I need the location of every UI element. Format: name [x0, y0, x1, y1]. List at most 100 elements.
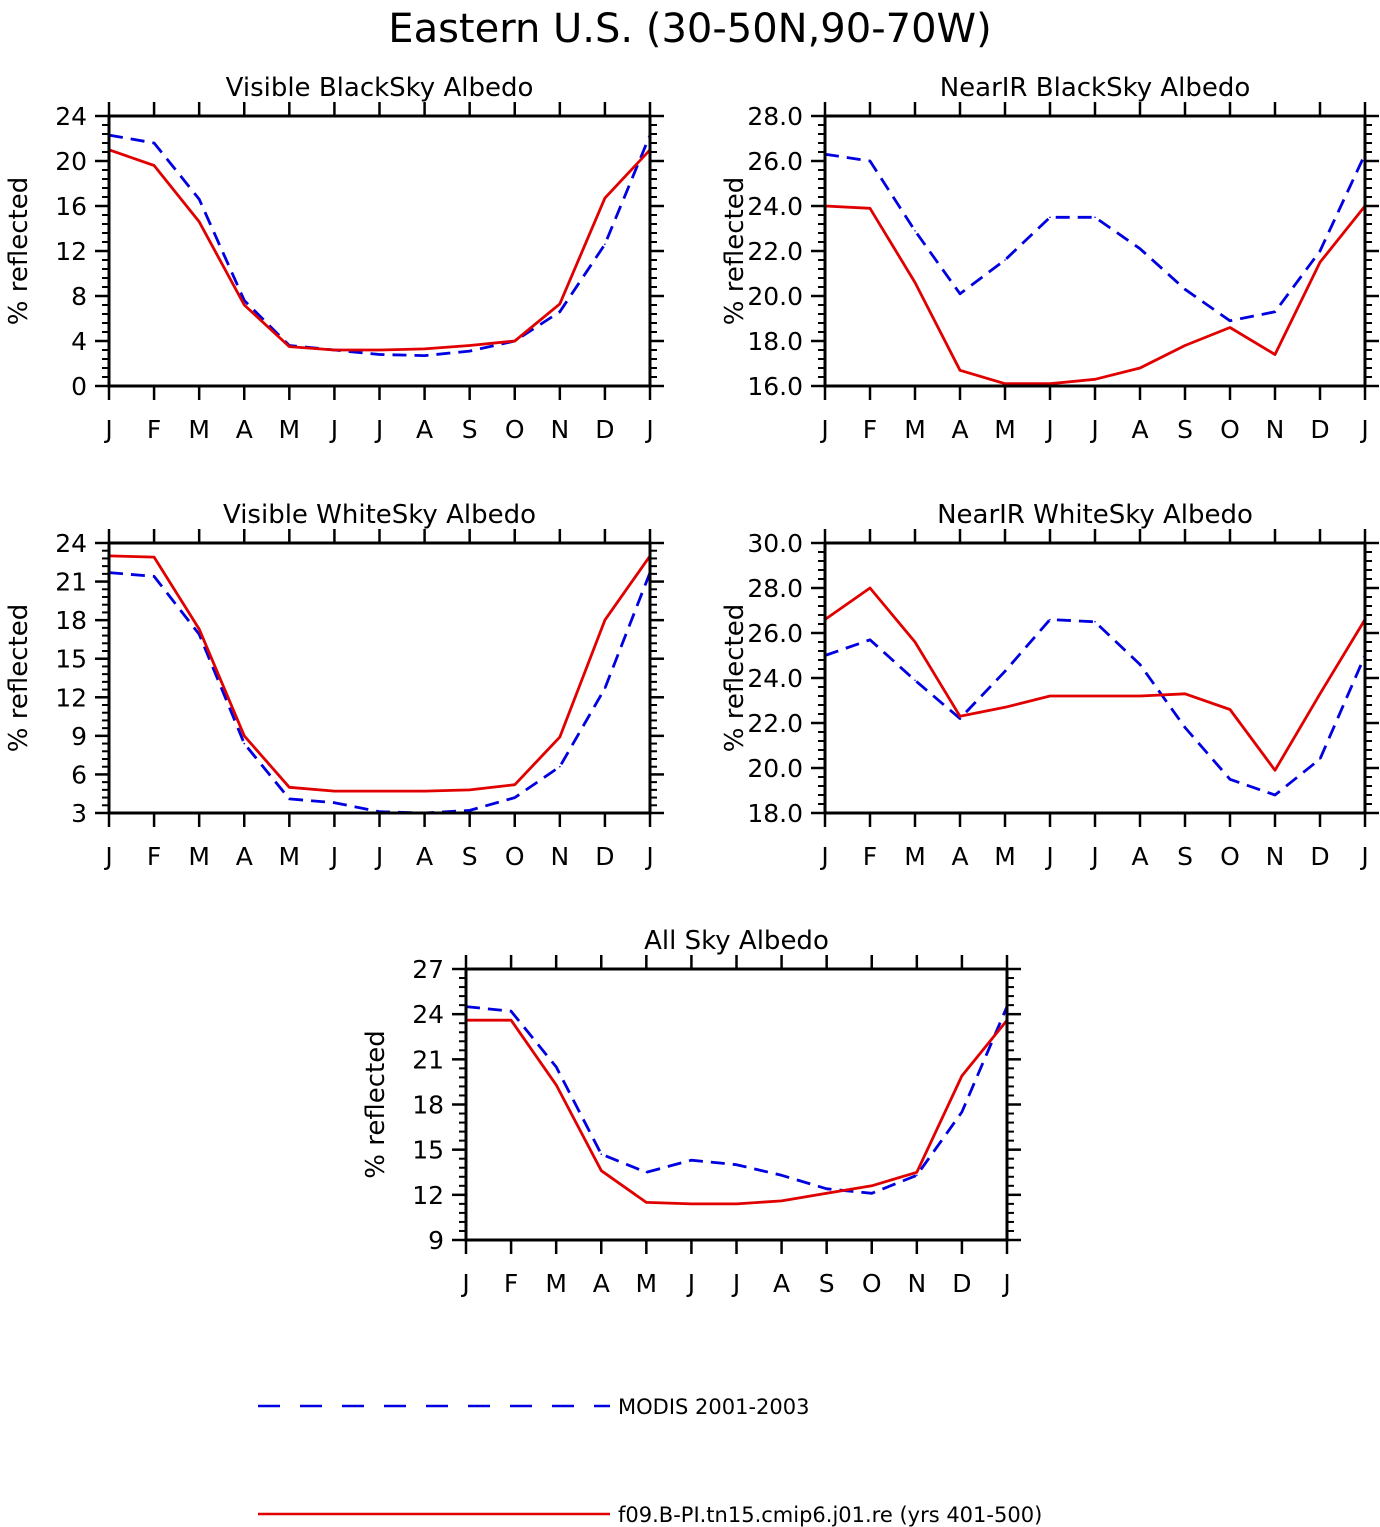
data-point [243, 304, 246, 306]
data-point [243, 299, 246, 302]
data-point [333, 801, 336, 804]
data-point [468, 350, 471, 352]
data-point [510, 1019, 512, 1021]
data-point [1229, 778, 1231, 781]
data-point [423, 348, 426, 350]
y-tick-label: 30.0 [747, 529, 803, 558]
data-point [1184, 692, 1186, 695]
data-point [1049, 216, 1051, 219]
x-tick-label: M [904, 415, 926, 444]
data-point [153, 575, 155, 578]
data-point [916, 1171, 918, 1174]
x-tick-label: S [462, 842, 478, 871]
y-tick-label: 21 [412, 1045, 444, 1074]
x-tick-label: O [505, 415, 525, 444]
x-tick-label: M [545, 1269, 567, 1298]
data-point [604, 619, 606, 621]
x-tick-label: F [504, 1269, 518, 1298]
y-tick-label: 4 [71, 327, 87, 356]
data-point [378, 790, 381, 792]
data-point [243, 742, 246, 745]
data-point [1229, 708, 1231, 711]
y-tick-label: 24 [412, 1000, 444, 1029]
x-tick-label: J [644, 415, 653, 444]
data-point [914, 641, 916, 643]
x-tick-label: J [374, 842, 383, 871]
x-tick-label: J [819, 415, 828, 444]
series-line-model [108, 554, 652, 793]
data-point [1229, 319, 1231, 322]
x-tick-label: J [819, 842, 828, 871]
data-point [1094, 620, 1096, 623]
x-tick-label: A [416, 415, 433, 444]
plot-frame [823, 114, 1367, 388]
panel-title: All Sky Albedo [644, 926, 829, 956]
y-tick-label: 12 [412, 1181, 444, 1210]
x-tick-label: M [904, 842, 926, 871]
data-point [288, 345, 291, 348]
data-point [645, 1201, 648, 1204]
legend-label-model: f09.B-PI.tn15.cmip6.j01.re (yrs 401-500) [618, 1503, 1042, 1527]
y-tick-label: 21 [55, 568, 87, 597]
panel-title: Visible WhiteSky Albedo [223, 500, 536, 530]
x-tick-label: J [1044, 415, 1053, 444]
y-tick-label: 6 [71, 760, 87, 789]
series-line-model [824, 586, 1367, 772]
legend-label-modis: MODIS 2001-2003 [618, 1395, 809, 1419]
x-tick-label: F [863, 842, 877, 871]
data-point [604, 243, 606, 246]
data-point [869, 207, 871, 210]
plot-frame [823, 541, 1367, 815]
panel-title: NearIR BlackSky Albedo [940, 73, 1251, 103]
data-point [468, 809, 471, 812]
y-tick-label: 27 [412, 955, 444, 984]
data-point [604, 687, 606, 690]
y-tick-label: 28.0 [747, 102, 803, 131]
data-point [555, 1084, 557, 1086]
y-tick-label: 24.0 [747, 192, 803, 221]
y-tick-label: 8 [71, 282, 87, 311]
data-point [1094, 695, 1096, 697]
data-point [780, 1174, 783, 1177]
x-tick-label: A [773, 1269, 790, 1298]
data-point [914, 281, 916, 284]
data-point [513, 340, 516, 342]
x-tick-label: J [1359, 842, 1368, 871]
x-tick-label: F [863, 415, 877, 444]
x-tick-label: J [460, 1269, 469, 1298]
data-point [198, 220, 200, 223]
x-tick-label: J [103, 415, 112, 444]
y-tick-label: 20.0 [747, 754, 803, 783]
y-tick-label: 18.0 [747, 799, 803, 828]
data-point [423, 790, 426, 792]
x-tick-label: N [1266, 842, 1285, 871]
y-axis-label: % reflected [720, 177, 750, 325]
y-axis-label: % reflected [361, 1030, 391, 1178]
data-point [468, 344, 471, 347]
x-tick-label: A [416, 842, 433, 871]
x-tick-label: M [994, 842, 1016, 871]
data-point [1049, 382, 1051, 385]
x-tick-label: A [951, 842, 968, 871]
y-tick-label: 20 [55, 147, 87, 176]
data-point [961, 1075, 963, 1077]
x-tick-label: J [329, 842, 338, 871]
x-tick-label: A [1131, 415, 1148, 444]
y-tick-label: 28.0 [747, 574, 803, 603]
x-tick-label: A [951, 415, 968, 444]
x-tick-label: N [1266, 415, 1285, 444]
data-point [869, 160, 871, 162]
y-tick-label: 0 [71, 372, 87, 401]
x-tick-label: M [994, 415, 1016, 444]
data-point [1004, 670, 1006, 673]
data-point [870, 1192, 873, 1195]
plot-frame [107, 541, 652, 815]
x-tick-label: M [188, 842, 210, 871]
data-point [153, 164, 155, 167]
data-point [1139, 247, 1141, 250]
series-line-modis [108, 571, 652, 815]
data-point [1139, 695, 1141, 697]
data-point [869, 587, 871, 589]
data-point [555, 1066, 557, 1068]
